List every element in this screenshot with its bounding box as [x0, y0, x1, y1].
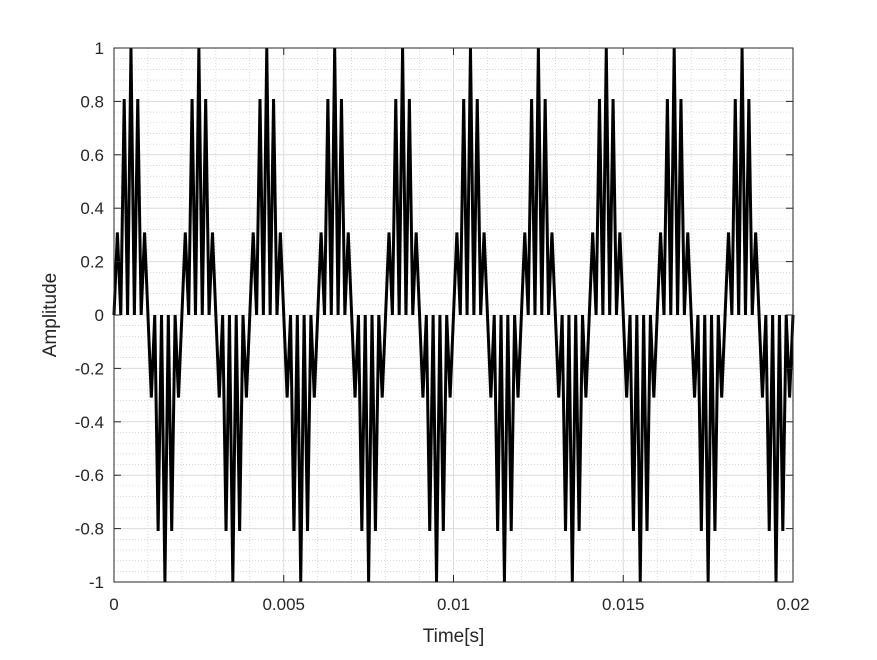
y-tick-label: 0.8	[80, 92, 104, 111]
y-tick-label: 0.4	[80, 199, 104, 218]
y-tick-label: -0.8	[75, 520, 104, 539]
y-tick-label: 0.2	[80, 253, 104, 272]
axis-ticks	[113, 47, 794, 583]
x-tick-label: 0.015	[602, 595, 645, 614]
y-tick-label: -1	[89, 573, 104, 592]
x-tick-label: 0.005	[262, 595, 305, 614]
y-tick-labels: -1 -0.8 -0.6 -0.4 -0.2 0 0.2 0.4 0.6 0.8 1	[75, 39, 104, 592]
y-axis-label: Amplitude	[40, 273, 61, 358]
x-tick-label: 0	[109, 595, 118, 614]
x-tick-label: 0.01	[437, 595, 470, 614]
y-tick-label: 0.6	[80, 146, 104, 165]
y-tick-label: -0.6	[75, 466, 104, 485]
y-tick-label: 0	[95, 306, 104, 325]
series-layer	[112, 47, 795, 583]
x-axis-label: Time[s]	[423, 626, 485, 647]
x-tick-label: 0.02	[776, 595, 809, 614]
signal-line	[112, 47, 795, 583]
y-tick-label: -0.2	[75, 359, 104, 378]
y-tick-label: 1	[95, 39, 104, 58]
y-tick-label: -0.4	[75, 413, 104, 432]
x-tick-labels: 0 0.005 0.01 0.015 0.02	[109, 595, 809, 614]
